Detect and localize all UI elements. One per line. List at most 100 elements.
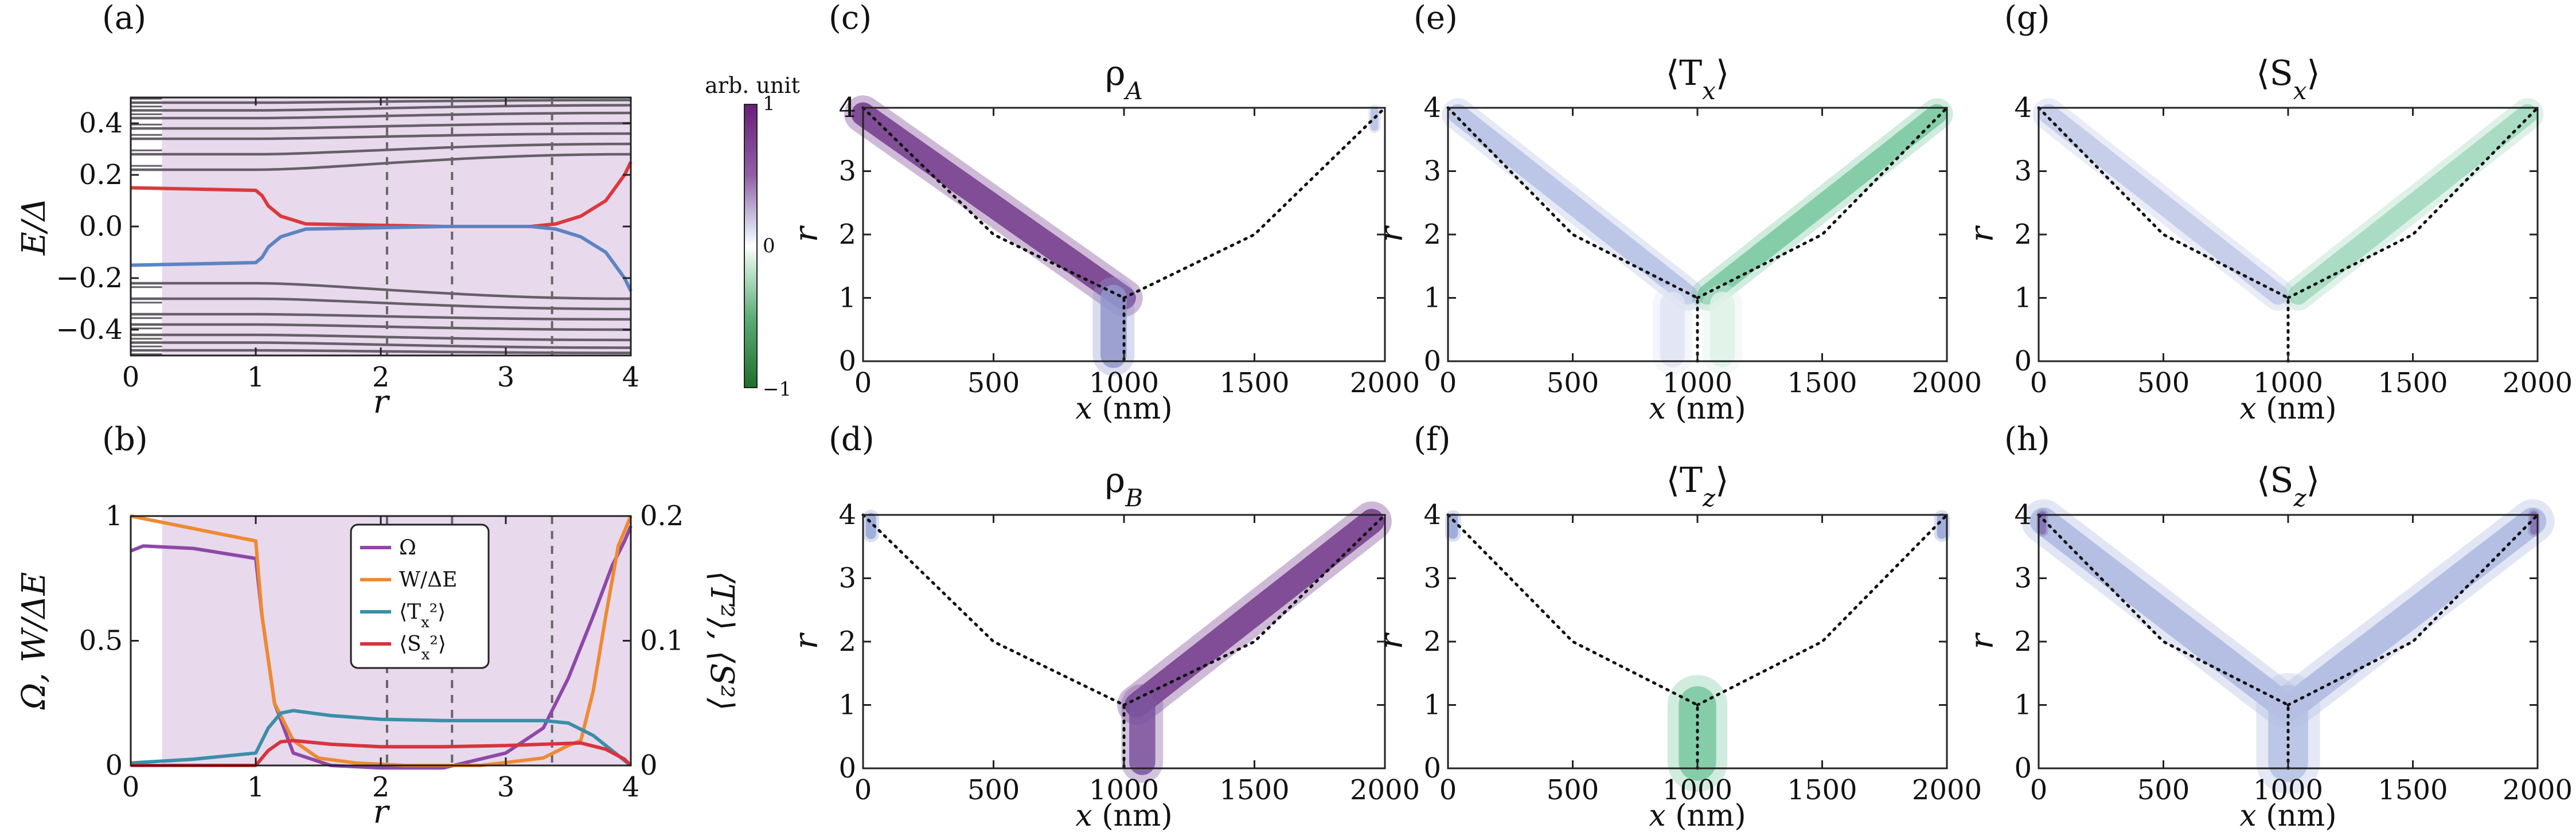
x-tick-label: 3 [497,361,515,393]
x-tick-label: 4 [622,771,640,803]
colorbar-gradient [744,104,758,388]
panel-letter: (c) [829,0,872,37]
bulk-level [131,132,631,140]
panel-title: ⟨Sz⟩ [2257,460,2320,512]
bulk-level [131,99,631,104]
x-tick-label: 1000 [1089,774,1159,806]
bulk-level [131,122,631,130]
x-tick-label: 0 [1439,774,1457,806]
x-axis-label: x (nm) [2239,392,2336,426]
x-tick-label: 500 [2137,774,2190,806]
y-tick-label: 0 [838,752,856,784]
panel-f: 0 500 1000 1500 2000 4 3 2 1 0 x (nm) r ⟨Tz⟩ (f) [1373,421,1982,833]
y-tick-label: 4 [838,92,856,124]
heatmap-streak [2279,507,2547,719]
y-axis-label-right: ⟨T²⟩, ⟨S²⟩ [703,571,740,711]
y-tick-label: 2 [2014,626,2032,658]
y-tick-label: 0 [1423,345,1441,377]
x-tick-label: 2000 [1350,367,1420,399]
y-tick-label-right: 0.2 [640,500,684,532]
y-tick-label: 4 [1423,92,1441,124]
heatmap-streak [2288,104,2538,305]
y-tick-label: 2 [1423,626,1441,658]
panel-title: ⟨Tz⟩ [1666,460,1729,512]
dotted-path-left [1446,106,1699,363]
y-tick-label: 3 [2014,562,2032,595]
x-tick-label: 0 [2030,774,2048,806]
heatmap-streak [1697,104,1947,305]
bulk-level [131,297,631,311]
x-tick-label: 1500 [2378,774,2448,806]
bulk-level [131,142,631,156]
panel-g: 0 500 1000 1500 2000 4 3 2 1 0 x (nm) r ⟨Sx⟩ (g) [1964,0,2573,426]
bulk-levels [131,97,631,355]
dotted-path-left [861,513,1126,770]
bulk-level [131,349,631,354]
y-axis-label: r [788,225,825,242]
series-line [130,225,633,292]
y-tick-label: 2 [1423,218,1441,251]
bulk-level [131,111,631,120]
x-tick-label: 0 [1439,367,1457,399]
y-tick-label: 0 [2014,752,2032,784]
series-line [131,739,633,767]
y-axis-label: r [1373,632,1410,649]
heatmap-streak [1125,509,1384,718]
y-tick-label: 3 [838,562,856,595]
panel-letter: (g) [2004,0,2050,37]
x-tick-label: 2 [372,771,390,803]
y-tick-label: 1 [2014,689,2032,721]
x-tick-label: 2000 [1350,774,1420,806]
x-axis-label: x (nm) [2239,799,2336,833]
x-tick-label: 1500 [1219,774,1289,806]
x-tick-label: 0 [854,774,872,806]
y-tick-label: −0.4 [56,314,123,346]
panel-letter: (f) [1414,421,1450,458]
dotted-path-right [2286,106,2539,299]
x-tick-label: 1500 [2378,367,2448,399]
dotted-path-left [1446,513,1699,770]
y-axis-label: r [788,632,825,649]
x-tick-label: 2000 [2503,774,2573,806]
heatmap-background [1448,108,1947,361]
bulk-level [131,282,631,300]
dotted-path-right [2286,513,2539,706]
x-tick-label: 2000 [2503,367,2573,399]
panel-e: 0 500 1000 1500 2000 4 3 2 1 0 x (nm) r ⟨Tx⟩ (e) [1373,0,1982,426]
y-tick-label: 4 [2014,92,2032,124]
panel-title: ⟨Sx⟩ [2256,53,2320,105]
x-tick-label: 500 [1547,367,1599,399]
y-tick-label: 1 [105,500,123,532]
panel-title: ρB [1105,460,1143,512]
x-tick-label: 500 [2137,367,2190,399]
y-tick-label: 3 [838,155,856,187]
legend-label: W/ΔE [399,568,457,592]
colorbar: arb. unit 1 0 −1 [705,73,800,401]
y-axis-label: E/Δ [15,198,53,256]
colorbar-tick-bottom: −1 [763,378,791,401]
y-tick-label: 1 [2014,282,2032,314]
heatmap-streak [1447,104,1698,305]
x-tick-label: 2000 [1912,774,1982,806]
x-tick-label: 500 [967,774,1020,806]
x-tick-label: 1000 [1089,367,1159,399]
y-axis-label: Ω, W/ΔE [15,572,53,710]
y-tick-label: 0.2 [79,159,123,191]
x-tick-label: 1000 [1662,367,1732,399]
bulk-level [131,333,631,342]
bulk-level [131,153,631,171]
y-tick-label: 0.5 [79,625,123,657]
y-tick-label: 3 [2014,155,2032,187]
panel-letter: (a) [102,0,146,37]
dotted-path-right [1696,513,1949,706]
y-axis-label: r [1964,632,2001,649]
heatmap-streak [2029,507,2297,719]
x-tick-label: 0 [122,771,140,803]
heatmap-background [2039,108,2538,361]
y-tick-label: 0 [1423,752,1441,784]
x-axis-label: x (nm) [1649,392,1746,426]
y-tick-label-right: 0 [640,749,658,782]
heatmap-streak [2038,104,2289,305]
legend-label: ⟨Sx²⟩ [399,632,446,663]
panel-letter: (b) [102,421,148,458]
